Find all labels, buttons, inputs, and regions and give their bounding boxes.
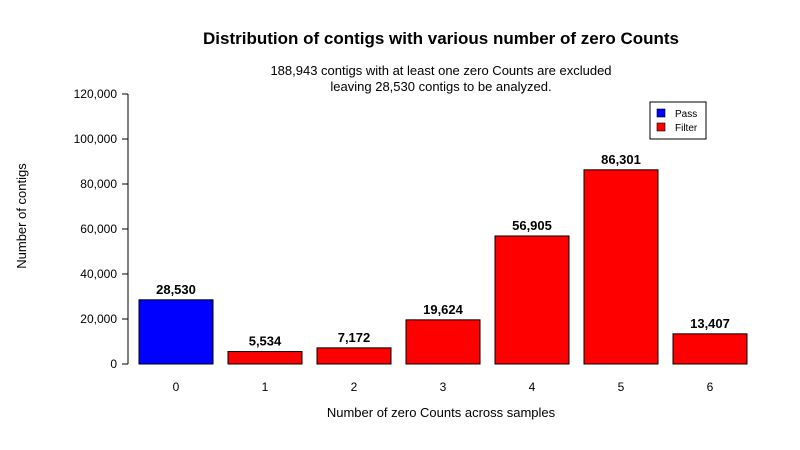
x-tick-label: 3 bbox=[440, 380, 447, 394]
y-tick-label: 0 bbox=[110, 357, 117, 371]
x-tick-label: 4 bbox=[529, 380, 536, 394]
legend-label-pass: Pass bbox=[675, 109, 697, 120]
y-tick-label: 40,000 bbox=[80, 267, 117, 281]
bar-value-label: 7,172 bbox=[338, 330, 371, 345]
legend-label-filter: Filter bbox=[675, 123, 698, 134]
y-tick-label: 20,000 bbox=[80, 312, 117, 326]
y-tick-label: 120,000 bbox=[74, 87, 118, 101]
y-axis-ticks: 0 20,000 40,000 60,000 80,000 100,000 120,000 bbox=[74, 87, 128, 371]
bar-1 bbox=[227, 351, 303, 365]
legend-swatch-pass bbox=[656, 108, 666, 118]
chart-title: Distribution of contigs with various num… bbox=[203, 29, 679, 48]
x-tick-label: 2 bbox=[351, 380, 358, 394]
legend-box bbox=[649, 101, 707, 140]
legend-swatch-filter bbox=[656, 122, 666, 132]
y-tick-label: 60,000 bbox=[80, 222, 117, 236]
bars-group: 28,530 5,534 7,172 19,624 56,905 86,301 13,407 bbox=[138, 152, 748, 365]
bar-value-label: 19,624 bbox=[423, 302, 464, 317]
x-tick-label: 6 bbox=[707, 380, 714, 394]
bar-value-label: 56,905 bbox=[512, 218, 552, 233]
bar-0 bbox=[138, 299, 214, 365]
bar-value-label: 5,534 bbox=[249, 334, 282, 349]
x-tick-label: 1 bbox=[262, 380, 269, 394]
x-tick-label: 5 bbox=[618, 380, 625, 394]
bar-value-label: 28,530 bbox=[156, 282, 196, 297]
y-tick-label: 80,000 bbox=[80, 177, 117, 191]
bar-3 bbox=[405, 319, 481, 365]
chart-subtitle-line-1: 188,943 contigs with at least one zero C… bbox=[270, 63, 611, 78]
legend: Pass Filter bbox=[649, 101, 707, 140]
x-axis-ticks: 0 1 2 3 4 5 6 bbox=[173, 380, 714, 394]
y-tick-label: 100,000 bbox=[74, 132, 118, 146]
chart-subtitle-line-2: leaving 28,530 contigs to be analyzed. bbox=[330, 79, 551, 94]
bar-6 bbox=[672, 333, 748, 365]
x-tick-label: 0 bbox=[173, 380, 180, 394]
bar-value-label: 86,301 bbox=[601, 152, 641, 167]
bar-5 bbox=[583, 169, 659, 365]
bar-2 bbox=[316, 347, 392, 365]
x-axis-label: Number of zero Counts across samples bbox=[327, 405, 556, 420]
bar-value-label: 13,407 bbox=[690, 316, 730, 331]
bar-4 bbox=[494, 235, 570, 365]
y-axis-label: Number of contigs bbox=[14, 163, 29, 269]
